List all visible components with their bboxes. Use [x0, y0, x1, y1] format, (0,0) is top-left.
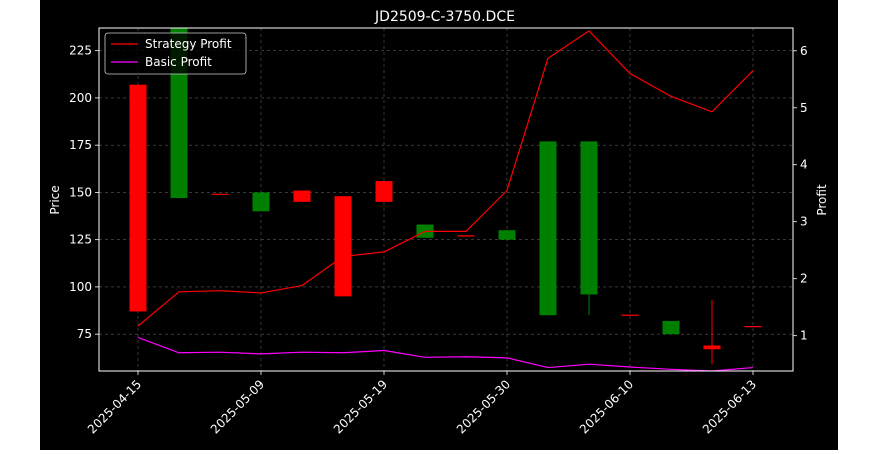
candle-body — [129, 84, 147, 312]
x-tick-label: 2025-04-15 — [85, 377, 144, 436]
y-tick-label-left: 100 — [69, 280, 92, 294]
y-axis-label-right: Profit — [815, 184, 829, 216]
x-tick-label: 2025-05-09 — [208, 377, 267, 436]
candle-body — [662, 320, 680, 335]
y-tick-label-right: 3 — [800, 215, 808, 229]
y-tick-label-left: 150 — [69, 185, 92, 199]
x-tick-label: 2025-05-19 — [331, 377, 390, 436]
candle-body — [252, 192, 270, 212]
x-axis: 2025-04-15 2025-05-09 2025-05-19 2025-05-30… — [85, 371, 759, 436]
legend-label-basic-profit: Basic Profit — [145, 55, 212, 69]
y-axis-left: 75 100 125 150 175 200 225 — [69, 44, 99, 341]
plot-area-border — [98, 27, 794, 372]
y-tick-label-right: 4 — [800, 158, 808, 172]
candle-body — [375, 181, 393, 202]
candle-body — [334, 196, 352, 297]
series-line-basic-profit — [137, 336, 754, 372]
y-tick-label-left: 200 — [69, 91, 92, 105]
legend-label-strategy-profit: Strategy Profit — [145, 37, 232, 51]
chart-figure: JD2509-C-3750.DCE 75 100 125 150 175 200 225 1… — [40, 0, 838, 450]
grid-lines — [99, 28, 793, 371]
candle-body — [539, 141, 557, 316]
y-tick-label-left: 225 — [69, 44, 92, 58]
candle-body — [293, 190, 311, 202]
candle-body — [498, 230, 516, 240]
legend-box — [104, 32, 247, 75]
profit-lines — [137, 30, 754, 372]
x-tick-label: 2025-06-10 — [577, 377, 636, 436]
y-axis-label-left: Price — [48, 185, 62, 214]
series-line-strategy-profit — [137, 30, 754, 327]
candles — [129, 28, 762, 365]
y-tick-label-right: 5 — [800, 101, 808, 115]
y-tick-label-left: 75 — [77, 327, 92, 341]
chart-title: JD2509-C-3750.DCE — [374, 9, 515, 25]
y-tick-label-right: 1 — [800, 329, 808, 343]
y-axis-right: 1 2 3 4 5 6 — [793, 44, 808, 343]
y-tick-label-left: 125 — [69, 233, 92, 247]
x-tick-label: 2025-05-30 — [454, 377, 513, 436]
legend: Strategy Profit Basic Profit — [104, 32, 247, 75]
y-tick-label-right: 6 — [800, 44, 808, 58]
candle-body — [703, 345, 721, 350]
y-tick-label-right: 2 — [800, 272, 808, 286]
y-tick-label-left: 175 — [69, 138, 92, 152]
x-tick-label: 2025-06-13 — [700, 377, 759, 436]
candle-body — [580, 141, 598, 295]
